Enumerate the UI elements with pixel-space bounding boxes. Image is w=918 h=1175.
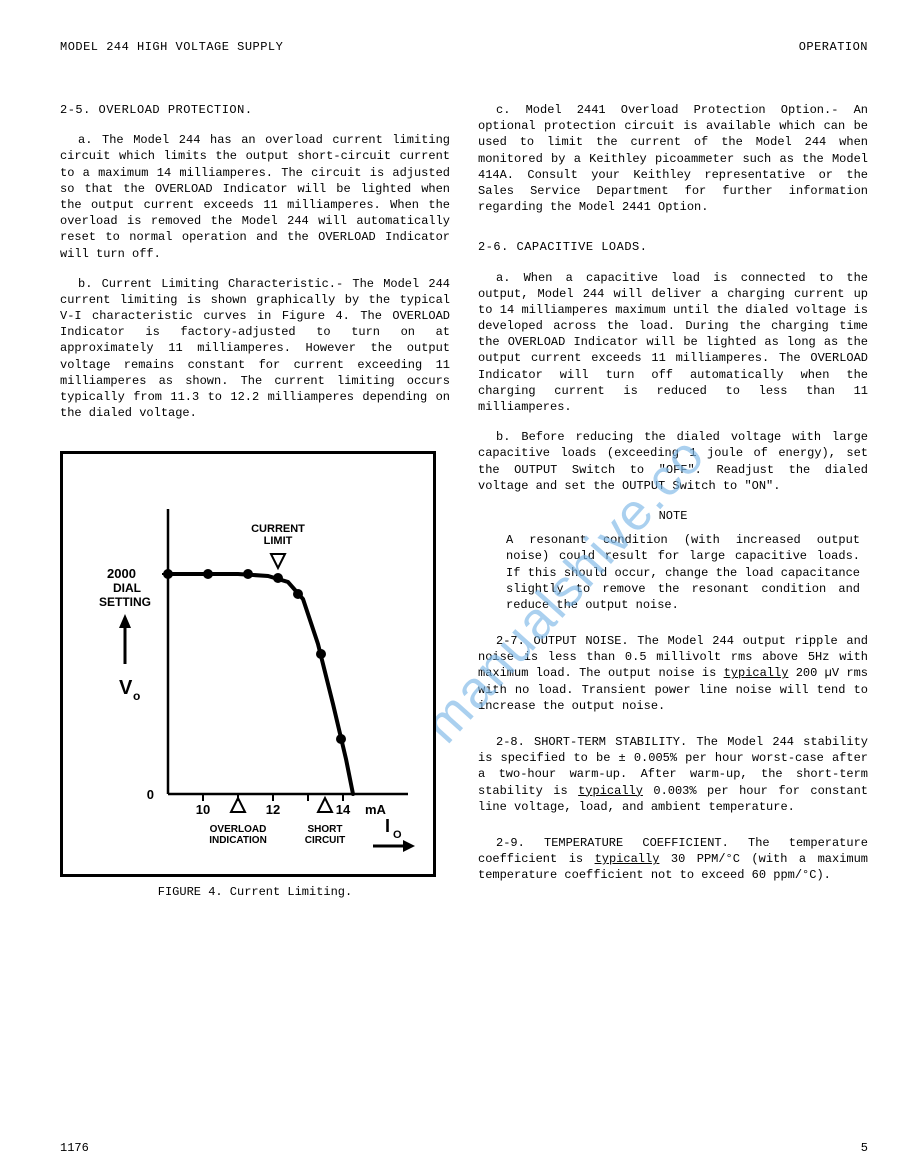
page: MODEL 244 HIGH VOLTAGE SUPPLY OPERATION … — [0, 0, 918, 1175]
svg-text:SETTING: SETTING — [99, 595, 151, 609]
svg-text:2000: 2000 — [107, 566, 136, 581]
header-right: OPERATION — [799, 40, 868, 54]
section-2-5-head: 2-5. OVERLOAD PROTECTION. — [60, 102, 450, 118]
section-2-6-b: b. Before reducing the dialed voltage wi… — [478, 429, 868, 494]
svg-text:0: 0 — [147, 787, 154, 802]
note-head: NOTE — [478, 508, 868, 524]
section-2-6-head: 2-6. CAPACITIVE LOADS. — [478, 239, 868, 255]
columns: 2-5. OVERLOAD PROTECTION. a. The Model 2… — [60, 102, 868, 899]
figure-4-caption: FIGURE 4. Current Limiting. — [60, 885, 450, 899]
figure-4-box: 10 12 14 mA 2000DIALSETTING 0 Vo IO CURRENTLIMIT… — [60, 451, 436, 877]
svg-text:10: 10 — [196, 802, 210, 817]
section-2-7: 2-7. OUTPUT NOISE. The Model 244 output … — [478, 633, 868, 714]
svg-text:mA: mA — [365, 802, 387, 817]
page-header: MODEL 244 HIGH VOLTAGE SUPPLY OPERATION — [60, 40, 868, 54]
header-left: MODEL 244 HIGH VOLTAGE SUPPLY — [60, 40, 283, 54]
svg-text:INDICATION: INDICATION — [209, 835, 267, 846]
page-footer: 1176 5 — [60, 1141, 868, 1155]
svg-text:12: 12 — [266, 802, 280, 817]
svg-text:O: O — [393, 829, 402, 841]
section-2-5-a: a. The Model 244 has an overload current… — [60, 132, 450, 262]
svg-text:CURRENT: CURRENT — [251, 523, 305, 535]
section-2-5-c: c. Model 2441 Overload Protection Option… — [478, 102, 868, 215]
svg-text:I: I — [385, 816, 390, 836]
s28-underline: typically — [578, 784, 643, 798]
svg-text:V: V — [119, 677, 133, 699]
svg-text:LIMIT: LIMIT — [264, 535, 293, 547]
s29-underline: typically — [595, 852, 660, 866]
section-2-8: 2-8. SHORT-TERM STABILITY. The Model 244… — [478, 734, 868, 815]
svg-text:DIAL: DIAL — [113, 581, 141, 595]
svg-text:CIRCUIT: CIRCUIT — [305, 835, 346, 846]
s27-underline: typically — [724, 666, 789, 680]
right-column: c. Model 2441 Overload Protection Option… — [478, 102, 868, 899]
section-2-6-a: a. When a capacitive load is connected t… — [478, 270, 868, 416]
note-body: A resonant condition (with increased out… — [506, 532, 860, 613]
figure-4-svg: 10 12 14 mA 2000DIALSETTING 0 Vo IO CURRENTLIMIT… — [63, 454, 433, 874]
section-2-9: 2-9. TEMPERATURE COEFFICIENT. The temper… — [478, 835, 868, 884]
svg-text:SHORT: SHORT — [308, 824, 343, 835]
footer-left: 1176 — [60, 1141, 89, 1155]
left-column: 2-5. OVERLOAD PROTECTION. a. The Model 2… — [60, 102, 450, 899]
footer-right: 5 — [861, 1141, 868, 1155]
svg-text:14: 14 — [336, 802, 351, 817]
svg-text:OVERLOAD: OVERLOAD — [210, 824, 267, 835]
svg-text:o: o — [133, 689, 140, 703]
section-2-5-b: b. Current Limiting Characteristic.- The… — [60, 276, 450, 422]
